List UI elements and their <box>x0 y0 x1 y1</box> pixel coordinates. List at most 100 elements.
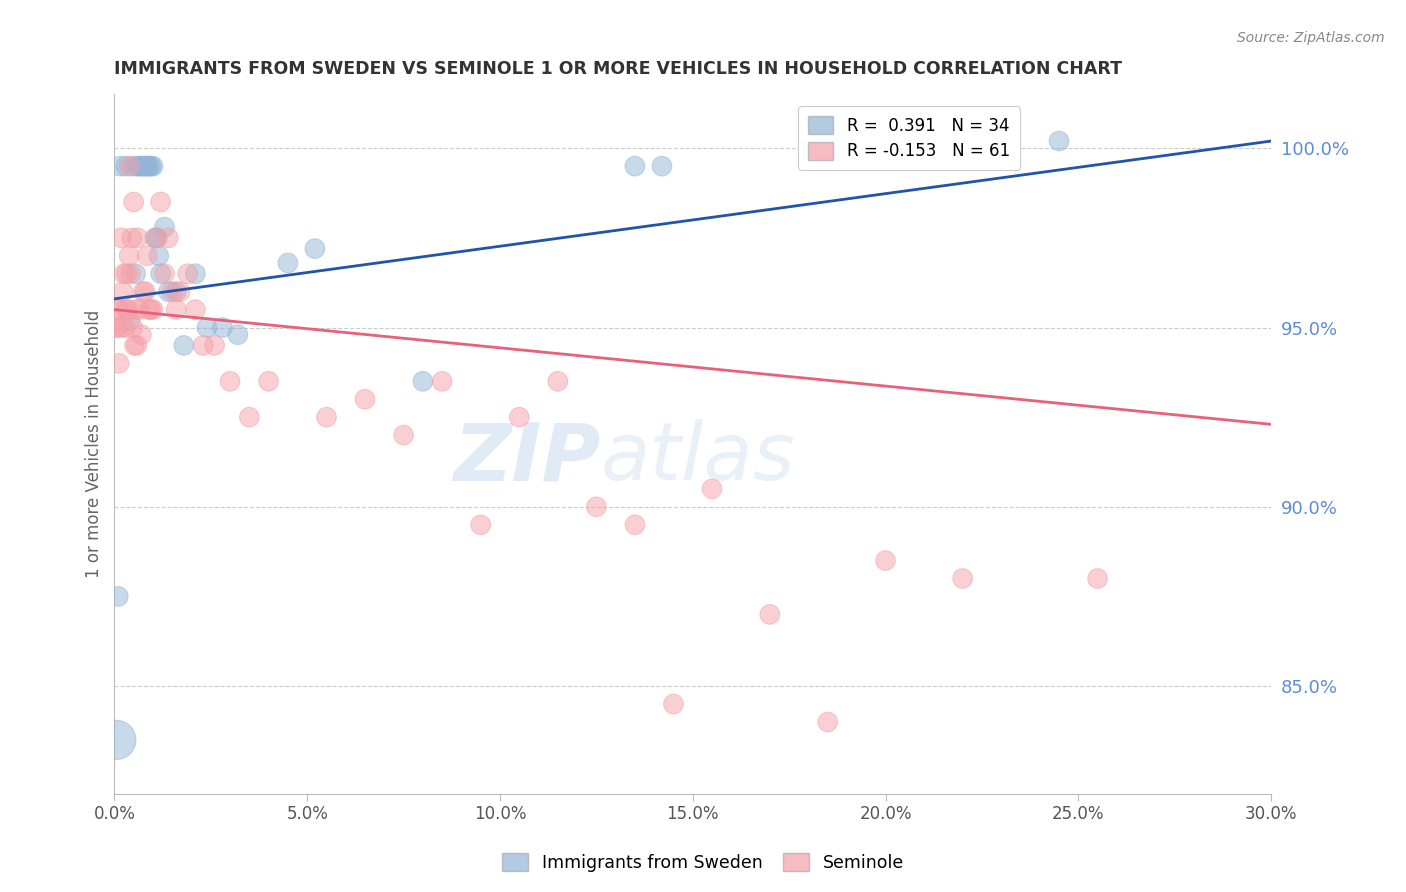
Point <box>195 320 218 334</box>
Point <box>134 159 156 173</box>
Point <box>226 327 249 342</box>
Point <box>257 374 280 388</box>
Point <box>149 194 172 209</box>
Point <box>759 607 782 622</box>
Point <box>277 256 299 270</box>
Point <box>470 517 492 532</box>
Point <box>700 482 723 496</box>
Point <box>124 338 146 352</box>
Point <box>122 159 145 173</box>
Point <box>121 231 143 245</box>
Point <box>211 320 233 334</box>
Point <box>624 159 647 173</box>
Point <box>132 285 155 299</box>
Point <box>124 302 146 317</box>
Point <box>184 267 207 281</box>
Text: Source: ZipAtlas.com: Source: ZipAtlas.com <box>1237 31 1385 45</box>
Point <box>146 231 169 245</box>
Point <box>149 267 172 281</box>
Point <box>304 242 326 256</box>
Point <box>134 285 156 299</box>
Point <box>108 356 131 370</box>
Point <box>120 267 142 281</box>
Point <box>157 231 180 245</box>
Point <box>1087 572 1109 586</box>
Point <box>875 553 897 567</box>
Point <box>132 159 155 173</box>
Point <box>112 267 135 281</box>
Point <box>219 374 242 388</box>
Point <box>662 697 685 711</box>
Point <box>122 194 145 209</box>
Point <box>315 410 337 425</box>
Point <box>131 159 153 173</box>
Point <box>430 374 453 388</box>
Point <box>136 249 159 263</box>
Point <box>651 159 673 173</box>
Point <box>128 302 150 317</box>
Point <box>142 159 165 173</box>
Point <box>107 302 129 317</box>
Point <box>153 267 176 281</box>
Text: atlas: atlas <box>600 419 794 497</box>
Point <box>131 327 153 342</box>
Point <box>124 267 146 281</box>
Point <box>111 285 134 299</box>
Point <box>115 159 138 173</box>
Point <box>153 220 176 235</box>
Point <box>412 374 434 388</box>
Point <box>125 338 148 352</box>
Point <box>110 231 132 245</box>
Point <box>162 285 184 299</box>
Point <box>184 302 207 317</box>
Point <box>108 159 131 173</box>
Point <box>624 517 647 532</box>
Point <box>157 285 180 299</box>
Point <box>111 320 134 334</box>
Point <box>547 374 569 388</box>
Point <box>146 231 169 245</box>
Point <box>127 231 149 245</box>
Point <box>204 338 226 352</box>
Point <box>107 590 129 604</box>
Point <box>118 159 141 173</box>
Point <box>169 285 191 299</box>
Point <box>165 285 187 299</box>
Point <box>139 159 162 173</box>
Legend: R =  0.391   N = 34, R = -0.153   N = 61: R = 0.391 N = 34, R = -0.153 N = 61 <box>799 106 1019 170</box>
Point <box>176 267 198 281</box>
Point <box>508 410 530 425</box>
Point <box>122 320 145 334</box>
Text: ZIP: ZIP <box>453 419 600 497</box>
Point <box>128 159 150 173</box>
Point <box>585 500 607 514</box>
Point <box>817 714 839 729</box>
Point <box>107 320 129 334</box>
Legend: Immigrants from Sweden, Seminole: Immigrants from Sweden, Seminole <box>495 847 911 879</box>
Point <box>138 302 160 317</box>
Point <box>108 302 131 317</box>
Point <box>354 392 377 407</box>
Point <box>139 302 162 317</box>
Point <box>392 428 415 442</box>
Point <box>105 320 128 334</box>
Point <box>115 302 138 317</box>
Point <box>115 267 138 281</box>
Point <box>165 302 187 317</box>
Point <box>117 302 139 317</box>
Point <box>136 159 159 173</box>
Point <box>191 338 214 352</box>
Point <box>127 159 149 173</box>
Point <box>118 313 141 327</box>
Point <box>142 302 165 317</box>
Point <box>105 732 128 747</box>
Point <box>143 231 166 245</box>
Point <box>138 159 160 173</box>
Point <box>1047 134 1070 148</box>
Y-axis label: 1 or more Vehicles in Household: 1 or more Vehicles in Household <box>86 310 103 578</box>
Point <box>148 249 170 263</box>
Text: IMMIGRANTS FROM SWEDEN VS SEMINOLE 1 OR MORE VEHICLES IN HOUSEHOLD CORRELATION C: IMMIGRANTS FROM SWEDEN VS SEMINOLE 1 OR … <box>114 60 1122 78</box>
Point <box>118 249 141 263</box>
Point <box>173 338 195 352</box>
Point <box>952 572 974 586</box>
